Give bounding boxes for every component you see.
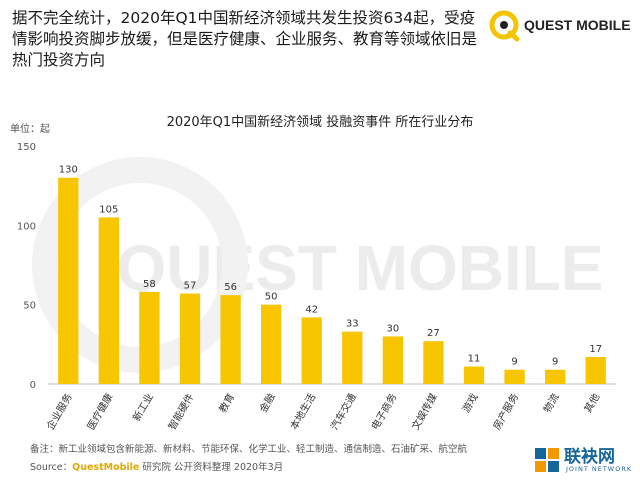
source-line: Source：QuestMobile 研究院 公开资料整理 2020年3月 bbox=[30, 459, 283, 473]
watermark: QUEST MOBILE bbox=[116, 232, 603, 304]
bar bbox=[98, 217, 119, 384]
data-label: 50 bbox=[265, 292, 278, 303]
bar bbox=[261, 304, 282, 384]
data-label: 58 bbox=[143, 279, 156, 290]
x-tick-label: 房产服务 bbox=[490, 391, 521, 432]
bar bbox=[301, 317, 322, 384]
x-tick-label: 智能硬件 bbox=[165, 391, 196, 432]
x-tick-label: 教育 bbox=[216, 391, 237, 415]
data-label: 9 bbox=[511, 357, 517, 368]
data-label: 17 bbox=[589, 344, 602, 355]
bar-chart: QUEST MOBILE 单位：起 0 50 100 150 130 企业服务 105 医疗健康 5… bbox=[10, 122, 616, 432]
badge-en: JOINT NETWORK bbox=[566, 465, 633, 473]
joint-network-badge: 联袂网 JOINT NETWORK bbox=[528, 440, 640, 480]
data-label: 105 bbox=[99, 204, 118, 215]
x-tick-label: 游戏 bbox=[459, 391, 480, 415]
x-tick-label: 本地生活 bbox=[287, 391, 318, 432]
headline: 据不完全统计，2020年Q1中国新经济领域共发生投资634起，受疫情影响投资脚步… bbox=[12, 9, 478, 69]
bar bbox=[585, 357, 606, 384]
chart-title: 2020年Q1中国新经济领域 投融资事件 所在行业分布 bbox=[166, 115, 474, 130]
data-label: 56 bbox=[224, 282, 237, 293]
data-label: 42 bbox=[305, 304, 318, 315]
x-tick-label: 文娱传媒 bbox=[409, 391, 440, 432]
source-brand: QuestMobile bbox=[72, 462, 140, 473]
x-tick-label: 其他 bbox=[581, 391, 602, 415]
bar bbox=[463, 366, 485, 384]
data-label: 9 bbox=[552, 357, 558, 368]
x-tick-label: 医疗健康 bbox=[84, 391, 115, 432]
bar bbox=[504, 369, 525, 384]
bar bbox=[423, 341, 444, 384]
bar bbox=[179, 293, 201, 384]
bar bbox=[545, 369, 566, 384]
data-label: 57 bbox=[184, 281, 197, 292]
source-prefix: Source： bbox=[30, 462, 73, 473]
bar bbox=[58, 177, 79, 384]
y-tick-label: 150 bbox=[17, 142, 36, 153]
bar bbox=[220, 295, 241, 384]
logo-text: QUEST MOBILE bbox=[524, 17, 631, 33]
x-tick-label: 物流 bbox=[540, 391, 561, 415]
bar bbox=[382, 336, 403, 384]
y-tick-label: 0 bbox=[30, 380, 36, 391]
footnote: 备注：新工业领域包含新能源、新材料、节能环保、化学工业、轻工制造、通信制造、石油… bbox=[30, 444, 468, 455]
unit-label: 单位：起 bbox=[10, 122, 50, 135]
bar bbox=[342, 331, 363, 384]
data-label: 33 bbox=[346, 319, 359, 330]
x-tick-label: 金融 bbox=[256, 391, 277, 415]
data-label: 30 bbox=[386, 323, 399, 334]
questmobile-logo-icon bbox=[489, 10, 520, 42]
bar bbox=[139, 291, 160, 384]
data-label: 130 bbox=[59, 165, 78, 176]
badge-cn: 联袂网 bbox=[564, 447, 615, 467]
joint-network-icon bbox=[535, 448, 559, 472]
source-suffix: 研究院 公开资料整理 2020年3月 bbox=[139, 462, 284, 473]
data-label: 11 bbox=[468, 354, 481, 365]
y-tick-label: 50 bbox=[23, 301, 36, 312]
x-tick-label: 汽车交通 bbox=[328, 391, 359, 432]
x-tick-label: 电子商务 bbox=[368, 391, 399, 432]
data-label: 27 bbox=[427, 328, 440, 339]
x-tick-label: 新工业 bbox=[130, 391, 156, 423]
y-tick-label: 100 bbox=[17, 221, 36, 232]
questmobile-logo: QUEST MOBILE bbox=[488, 8, 636, 44]
x-tick-label: 企业服务 bbox=[44, 391, 75, 432]
